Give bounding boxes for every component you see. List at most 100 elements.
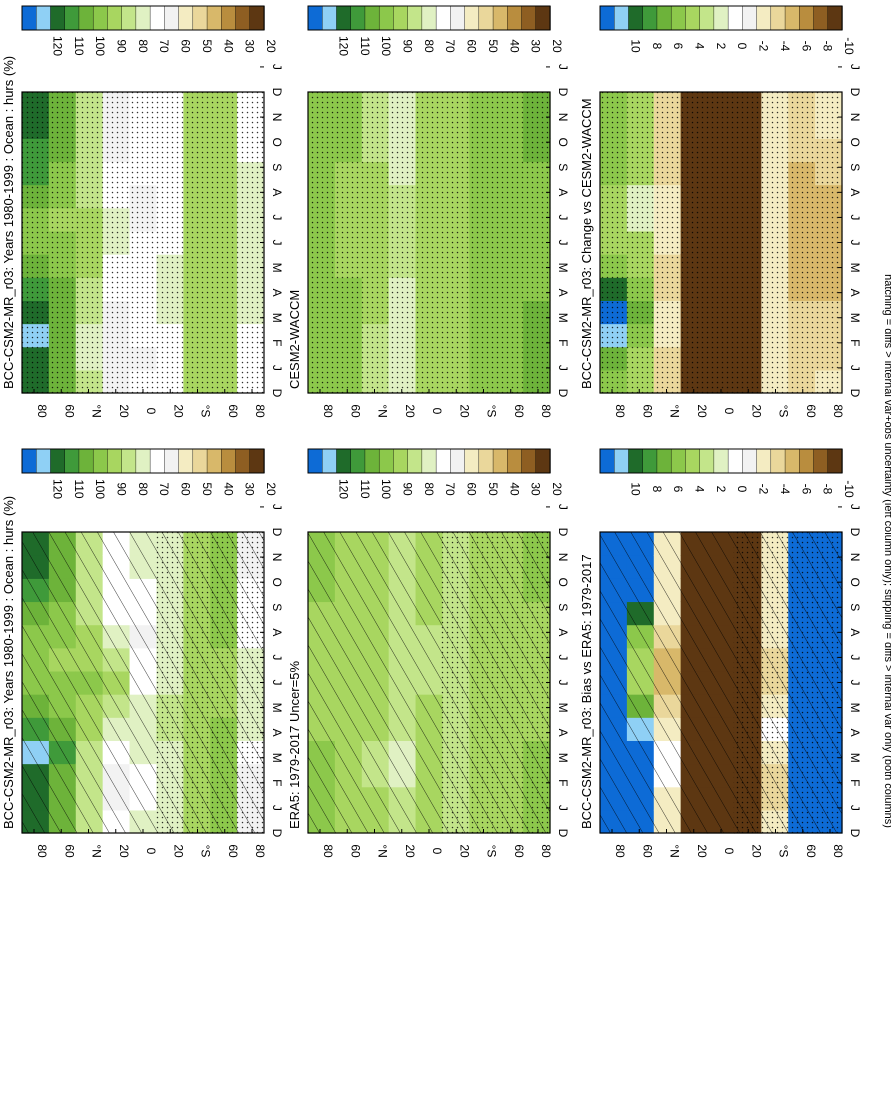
colorbar-swatch [700,449,715,473]
colorbar-swatch [136,6,151,30]
panel-title: ERA5: 1979-2017 Uncer=5% [287,661,302,829]
latitude-tick-label: 60 [62,844,76,858]
chart-panel-2: D J F M A M J J A S O N D J 80 60 °N 20 0 20 °S 60 80 ERA5: 197… [287,449,570,858]
month-tick-label: O [848,577,862,586]
month-tick-label: J [270,365,284,371]
colorbar-swatch [536,6,551,30]
colorbar-swatch [79,449,94,473]
colorbar-swatch [522,449,537,473]
colorbar-swatch [799,6,814,30]
colorbar: 10 8 6 4 2 0 -2 -4 -6 -8 -10 [600,6,856,55]
latitude-tick-label: 0 [430,848,444,855]
chart-panel-1: D J F M A M J J A S O N D J 80 60 °N 20 0 20 °S 60 80 BCC-CSM2-… [1,6,284,418]
month-tick-label: A [270,289,284,297]
month-tick-label: A [270,188,284,196]
colorbar-swatch [408,6,423,30]
latitude-tick-label: 80 [321,404,335,418]
colorbar-swatch [365,6,380,30]
month-tick-label: J [848,240,862,246]
colorbar-swatch [785,6,800,30]
colorbar-tick-label: 50 [200,482,214,496]
colorbar-swatch [351,449,366,473]
colorbar-swatch [465,449,480,473]
month-tick-label: A [556,289,570,297]
colorbar-tick-label: -2 [757,41,771,52]
colorbar-tick-label: 30 [243,39,257,53]
colorbar-tick-label: 70 [157,39,171,53]
colorbar-tick-label: 80 [136,482,150,496]
month-tick-label: J [556,365,570,371]
colorbar-swatch [65,6,80,30]
latitude-tick-label: 60 [804,404,818,418]
latitude-tick-label: 20 [171,404,185,418]
stippling-overlay [600,92,842,393]
colorbar-tick-label: 80 [136,39,150,53]
latitude-tick-label: 60 [512,404,526,418]
month-tick-label: J [270,805,284,811]
colorbar-swatch [65,449,80,473]
month-tick-label: A [848,628,862,636]
latitude-tick-label: °N [90,404,104,417]
latitude-tick-label: 60 [62,404,76,418]
colorbar-tick-label: -10 [842,37,856,55]
colorbar-swatch [600,6,615,30]
colorbar-swatch [671,6,686,30]
month-tick-label: M [270,753,284,763]
colorbar-tick-label: 100 [93,479,107,499]
colorbar-swatch [728,449,743,473]
month-tick-label: F [270,779,284,786]
month-tick-label: J [270,240,284,246]
colorbar-swatch [614,6,629,30]
colorbar-swatch [436,6,451,30]
colorbar-swatch [193,449,208,473]
colorbar-swatch [814,449,829,473]
colorbar-swatch [308,6,323,30]
month-tick-label: O [270,137,284,146]
latitude-tick-label: °N [668,844,682,857]
colorbar-tick-label: 6 [671,486,685,493]
colorbar-tick-label: -6 [799,41,813,52]
latitude-tick-label: °S [485,845,499,858]
colorbar-swatch [164,449,179,473]
colorbar-swatch [136,449,151,473]
colorbar-swatch [250,449,265,473]
colorbar-tick-label: 50 [486,39,500,53]
colorbar-swatch [757,6,772,30]
stippling-overlay [22,92,264,393]
colorbar-swatch [493,6,508,30]
month-tick-label: J [270,680,284,686]
month-tick-label: O [556,137,570,146]
colorbar: 120 110 100 90 80 70 60 50 40 30 20 [22,6,278,56]
latitude-tick-label: 60 [640,404,654,418]
colorbar-swatch [365,449,380,473]
stippling-overlay [441,532,550,833]
month-tick-label: N [848,553,862,562]
colorbar-swatch [250,6,265,30]
colorbar-tick-label: 30 [529,482,543,496]
colorbar-swatch [657,6,672,30]
colorbar-tick-label: -6 [799,484,813,495]
month-tick-label: D [556,829,570,838]
colorbar-swatch [828,6,843,30]
colorbar-swatch [643,6,658,30]
latitude-tick-label: 20 [403,844,417,858]
month-tick-label: J [848,64,862,70]
colorbar-swatch [150,6,165,30]
colorbar-swatch [828,449,843,473]
month-tick-label: D [848,88,862,97]
latitude-tick-label: 80 [613,404,627,418]
colorbar-tick-label: 70 [443,39,457,53]
footnote: hatching = diffs > internal var+obs unce… [882,274,891,828]
colorbar-swatch [714,6,729,30]
colorbar-swatch [22,6,37,30]
colorbar-swatch [771,449,786,473]
month-tick-label: M [848,753,862,763]
colorbar-swatch [799,449,814,473]
colorbar-tick-label: 60 [465,482,479,496]
month-tick-label: M [848,313,862,323]
colorbar-swatch [536,449,551,473]
month-tick-label: A [848,188,862,196]
colorbar-swatch [393,6,408,30]
colorbar-swatch [785,449,800,473]
colorbar-tick-label: 20 [264,482,278,496]
